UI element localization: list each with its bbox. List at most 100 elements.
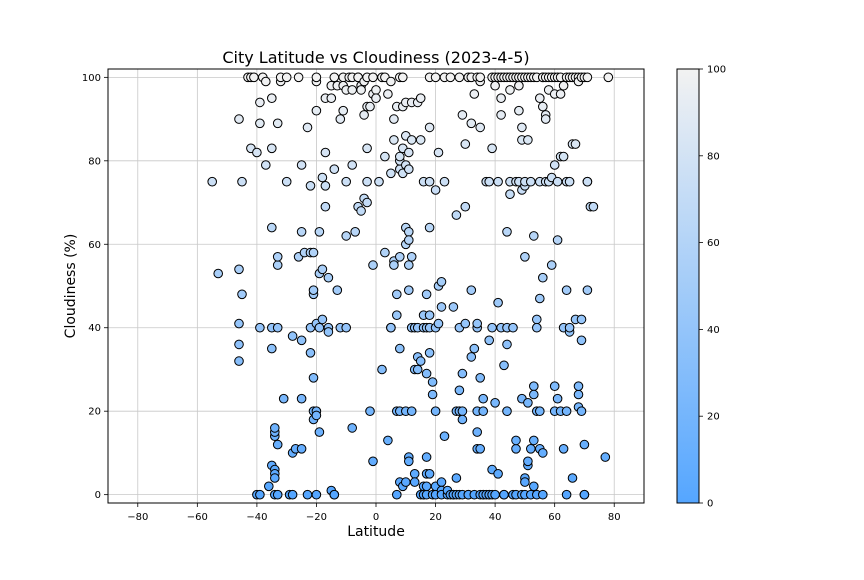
data-point — [406, 406, 417, 417]
data-point — [603, 72, 614, 83]
data-point — [415, 93, 426, 103]
data-point — [329, 489, 340, 500]
data-point — [401, 477, 411, 487]
data-point — [404, 164, 414, 174]
data-point — [362, 176, 372, 187]
data-point — [424, 469, 435, 479]
data-point — [278, 393, 289, 404]
data-point — [368, 260, 378, 270]
data-point — [341, 176, 352, 187]
data-point — [567, 473, 578, 483]
data-point — [311, 489, 322, 500]
data-point — [406, 135, 417, 145]
data-point — [484, 335, 495, 346]
data-point — [448, 302, 459, 312]
data-point — [255, 322, 265, 333]
data-point — [267, 93, 277, 103]
x-tick-label: 80 — [608, 512, 621, 523]
y-tick-label: 0 — [95, 490, 101, 501]
data-point — [499, 360, 509, 371]
data-point — [386, 322, 396, 333]
data-point — [296, 160, 307, 170]
data-point — [368, 72, 378, 83]
data-point — [264, 481, 274, 492]
data-point — [573, 389, 584, 400]
data-point — [380, 151, 390, 162]
data-point — [529, 381, 539, 392]
data-point — [362, 143, 372, 154]
data-point — [466, 118, 477, 129]
data-point — [514, 80, 524, 91]
data-point — [451, 473, 462, 483]
x-axis: −80 −60 −40 −20 0 20 40 60 80 — [127, 503, 621, 523]
x-tick-label: 60 — [548, 512, 561, 523]
data-point — [430, 406, 441, 417]
colorbar — [676, 68, 700, 504]
data-point — [287, 489, 298, 500]
data-point — [561, 489, 572, 500]
data-point — [451, 210, 462, 220]
data-point — [564, 176, 575, 187]
data-point — [415, 356, 426, 366]
data-point — [579, 439, 590, 450]
data-point — [469, 89, 480, 99]
data-point — [415, 135, 426, 145]
data-point — [552, 176, 563, 187]
data-point — [424, 122, 435, 133]
data-point — [454, 385, 465, 396]
data-point — [487, 322, 497, 333]
data-point — [424, 310, 435, 321]
data-point — [380, 247, 390, 258]
data-point — [517, 122, 527, 133]
data-point — [582, 285, 593, 296]
data-point — [404, 147, 414, 158]
data-point — [249, 72, 259, 83]
data-point — [341, 231, 352, 241]
y-axis: 0 20 40 60 80 100 — [82, 73, 108, 501]
data-point — [538, 272, 548, 283]
y-tick-label: 100 — [82, 73, 101, 84]
colorbar-tick-label: 0 — [707, 499, 713, 510]
data-point — [234, 339, 244, 350]
colorbar-tick-label: 80 — [707, 151, 720, 162]
data-point — [287, 331, 298, 341]
data-point — [427, 389, 438, 400]
data-point — [475, 373, 486, 383]
data-point — [320, 201, 331, 212]
data-point — [523, 398, 533, 408]
colorbar-tick-label: 60 — [707, 238, 720, 249]
data-point — [466, 285, 477, 296]
data-point — [371, 85, 381, 95]
data-point — [314, 322, 325, 333]
data-point — [255, 489, 265, 500]
data-point — [600, 452, 611, 462]
data-point — [523, 135, 533, 145]
data-point — [576, 314, 587, 325]
data-point — [478, 406, 489, 417]
data-point — [398, 72, 408, 83]
x-tick-label: −40 — [246, 512, 267, 523]
data-point — [311, 72, 322, 83]
data-point — [552, 235, 563, 245]
data-point — [502, 406, 512, 417]
data-point — [347, 423, 358, 433]
data-point — [308, 285, 319, 296]
data-point — [558, 151, 569, 162]
data-point — [404, 235, 414, 245]
x-tick-label: −80 — [127, 512, 148, 523]
data-point — [558, 444, 569, 454]
data-point — [404, 260, 414, 270]
data-point — [395, 151, 405, 162]
data-point — [255, 97, 265, 108]
y-axis-label: Cloudiness (%) — [63, 234, 79, 339]
data-point — [475, 72, 486, 83]
data-point — [341, 322, 352, 333]
colorbar-axis: 0 20 40 60 80 100 — [699, 65, 726, 510]
data-point — [261, 76, 271, 87]
data-point — [329, 164, 340, 174]
data-point — [582, 176, 593, 187]
data-point — [526, 444, 536, 454]
data-point — [588, 201, 599, 212]
data-point — [561, 406, 572, 417]
